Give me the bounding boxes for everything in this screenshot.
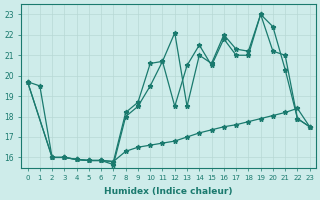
X-axis label: Humidex (Indice chaleur): Humidex (Indice chaleur) [104,187,233,196]
